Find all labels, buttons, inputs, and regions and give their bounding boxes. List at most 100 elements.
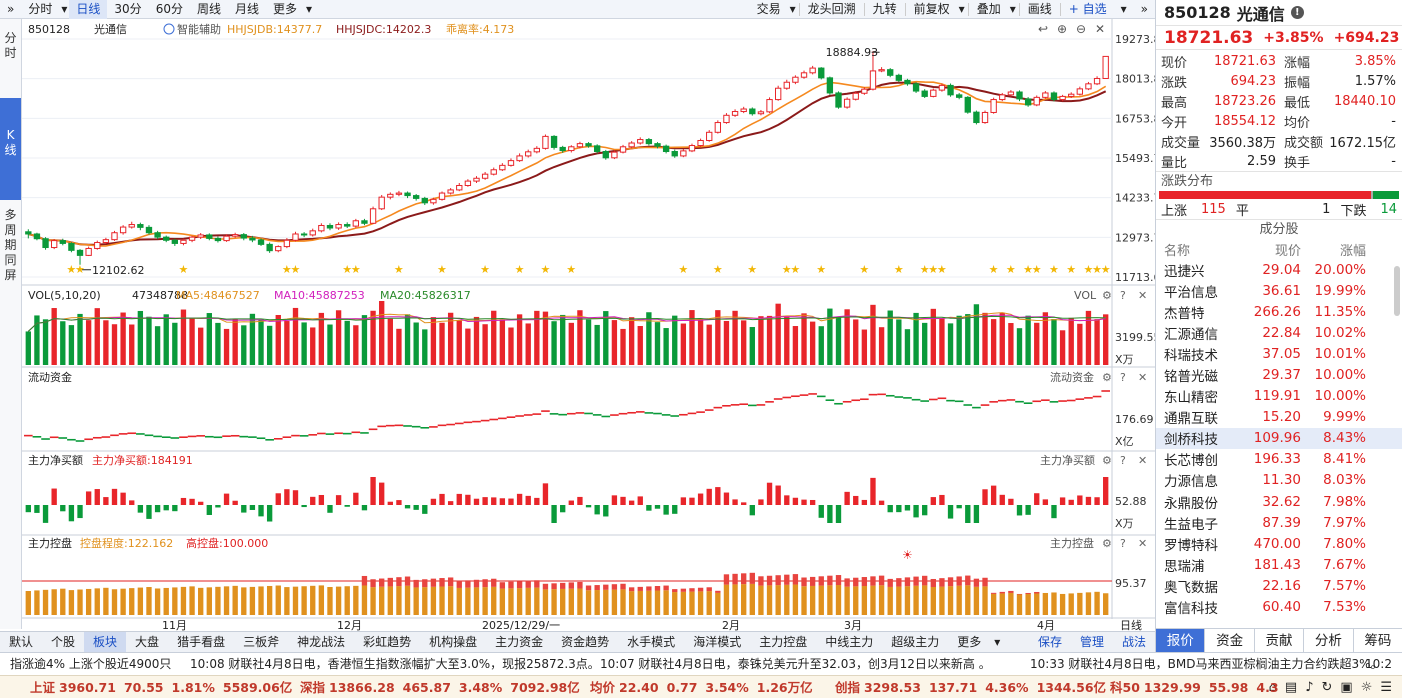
period-tab-2[interactable]: 30分	[114, 1, 142, 16]
toolbar-right-dropdown-icon-0[interactable]: ▾	[789, 2, 796, 16]
indicator-action-2[interactable]: 战法	[1121, 635, 1146, 649]
candle[interactable]	[145, 225, 153, 235]
period-tab-5[interactable]: 月线	[234, 1, 259, 16]
candle[interactable]	[542, 134, 549, 150]
constit-row[interactable]: 永鼎股份 32.62 7.98%	[1156, 491, 1402, 512]
candle[interactable]	[688, 143, 696, 153]
candle[interactable]	[1007, 90, 1015, 97]
candle[interactable]	[102, 237, 110, 245]
candle[interactable]	[533, 146, 541, 154]
period-tab-1[interactable]: 日线	[69, 0, 108, 19]
chart-icon[interactable]: ▤	[1284, 679, 1298, 695]
candle[interactable]	[1024, 97, 1032, 107]
candle[interactable]	[835, 91, 842, 109]
period-tab-3[interactable]: 60分	[155, 1, 183, 16]
candle[interactable]	[1033, 95, 1040, 107]
quote-tab-3[interactable]: 分析	[1304, 629, 1354, 652]
candle[interactable]	[516, 153, 523, 162]
flow-panel-icon-1[interactable]: ?	[1120, 371, 1126, 384]
toolbar-right-dropdown-icon-4[interactable]: ▾	[1009, 2, 1016, 16]
candle[interactable]	[214, 236, 222, 243]
candle[interactable]	[163, 235, 170, 243]
constit-row[interactable]: 汇源通信 22.84 10.02%	[1156, 322, 1402, 343]
candle[interactable]	[912, 82, 920, 93]
candle[interactable]	[119, 225, 127, 235]
indicator-tab-14[interactable]: 中线主力	[825, 635, 874, 649]
constit-row[interactable]: 罗博特科 470.00 7.80%	[1156, 533, 1402, 554]
candle[interactable]	[283, 238, 291, 249]
candle[interactable]	[878, 67, 885, 73]
candle[interactable]	[344, 222, 351, 229]
vol-panel-icon-2[interactable]: ✕	[1138, 289, 1147, 302]
candle[interactable]	[947, 83, 954, 97]
candle[interactable]	[266, 242, 273, 253]
candle[interactable]	[611, 150, 618, 160]
candle[interactable]	[809, 65, 816, 75]
flow-panel-icon-0[interactable]: ⚙	[1102, 371, 1112, 384]
candle[interactable]	[895, 73, 903, 83]
candle[interactable]	[559, 145, 566, 153]
candle[interactable]	[223, 234, 230, 242]
candle[interactable]	[85, 246, 92, 257]
sidebar-tab-timeshare[interactable]: 分时	[4, 31, 17, 60]
constit-row[interactable]: 生益电子 87.39 7.97%	[1156, 512, 1402, 533]
candle[interactable]	[335, 222, 342, 230]
candle[interactable]	[240, 233, 247, 241]
candle[interactable]	[490, 167, 497, 176]
candle[interactable]	[593, 144, 601, 154]
indicator-tab-3[interactable]: 大盘	[135, 635, 160, 649]
indicator-tab-0[interactable]: 默认	[9, 635, 34, 649]
price-panel-icon-0[interactable]: ↩	[1038, 22, 1048, 36]
ctrl-panel-icon-0[interactable]: ⚙	[1102, 537, 1112, 550]
constit-scrollbar[interactable]	[1394, 266, 1400, 316]
candle[interactable]	[1042, 91, 1049, 99]
candle[interactable]	[680, 148, 687, 158]
bell-icon[interactable]: ♪	[1305, 679, 1314, 695]
candle[interactable]	[473, 176, 480, 183]
candle[interactable]	[378, 194, 385, 211]
candle[interactable]	[662, 144, 670, 154]
candle[interactable]	[1085, 81, 1092, 91]
candle[interactable]	[973, 110, 980, 125]
candle[interactable]	[507, 158, 515, 167]
candle[interactable]	[231, 232, 239, 238]
index-item[interactable]: 上证 3960.71 70.55 1.81% 5589.06亿	[22, 676, 304, 698]
period-dropdown-icon-6[interactable]: ▾	[306, 1, 313, 16]
constit-row[interactable]: 通鼎互联 15.20 9.99%	[1156, 407, 1402, 428]
candle[interactable]	[456, 182, 463, 192]
candle[interactable]	[550, 135, 558, 150]
candle[interactable]	[1093, 76, 1101, 86]
candle[interactable]	[869, 51, 877, 91]
indicator-tab-15[interactable]: 超级主力	[891, 635, 940, 649]
indicator-tab-1[interactable]: 个股	[51, 635, 76, 649]
candle[interactable]	[50, 239, 58, 250]
constit-row[interactable]: 科瑞技术 37.05 10.01%	[1156, 343, 1402, 364]
candle[interactable]	[76, 249, 84, 265]
indicator-tab-8[interactable]: 机构操盘	[429, 635, 478, 649]
candle[interactable]	[585, 142, 592, 148]
candle[interactable]	[499, 163, 506, 172]
constit-header-name[interactable]: 名称	[1164, 243, 1191, 259]
indicator-tab-12[interactable]: 海洋模式	[693, 635, 742, 649]
indicator-tab-13[interactable]: 主力控盘	[759, 635, 808, 649]
candle[interactable]	[766, 97, 773, 114]
candle[interactable]	[568, 145, 575, 153]
candle[interactable]	[369, 206, 377, 224]
candle[interactable]	[843, 97, 851, 109]
candle[interactable]	[25, 229, 32, 239]
net-panel-icon-0[interactable]: ⚙	[1102, 454, 1112, 467]
candle[interactable]	[171, 238, 179, 246]
xaxis-right-label[interactable]: 日线	[1120, 618, 1142, 632]
add-watchlist-button[interactable]: + 自选	[1068, 2, 1107, 16]
news-item[interactable]: 10:08 财联社4月8日电，香港恒生指数涨幅扩大至3.0%，现报25872.3…	[190, 657, 600, 671]
candle[interactable]	[671, 149, 678, 158]
constit-row[interactable]: 铭普光磁 29.37 10.00%	[1156, 364, 1402, 385]
indicator-more-icon[interactable]: ▾	[994, 635, 1001, 649]
candle[interactable]	[714, 120, 722, 134]
candle[interactable]	[887, 68, 894, 78]
toolbar-right-0[interactable]: 交易	[756, 2, 781, 16]
candle[interactable]	[292, 231, 299, 242]
constit-row[interactable]: 富信科技 60.40 7.53%	[1156, 597, 1402, 618]
expand-icon[interactable]: »	[1140, 2, 1148, 16]
candle[interactable]	[964, 96, 971, 114]
